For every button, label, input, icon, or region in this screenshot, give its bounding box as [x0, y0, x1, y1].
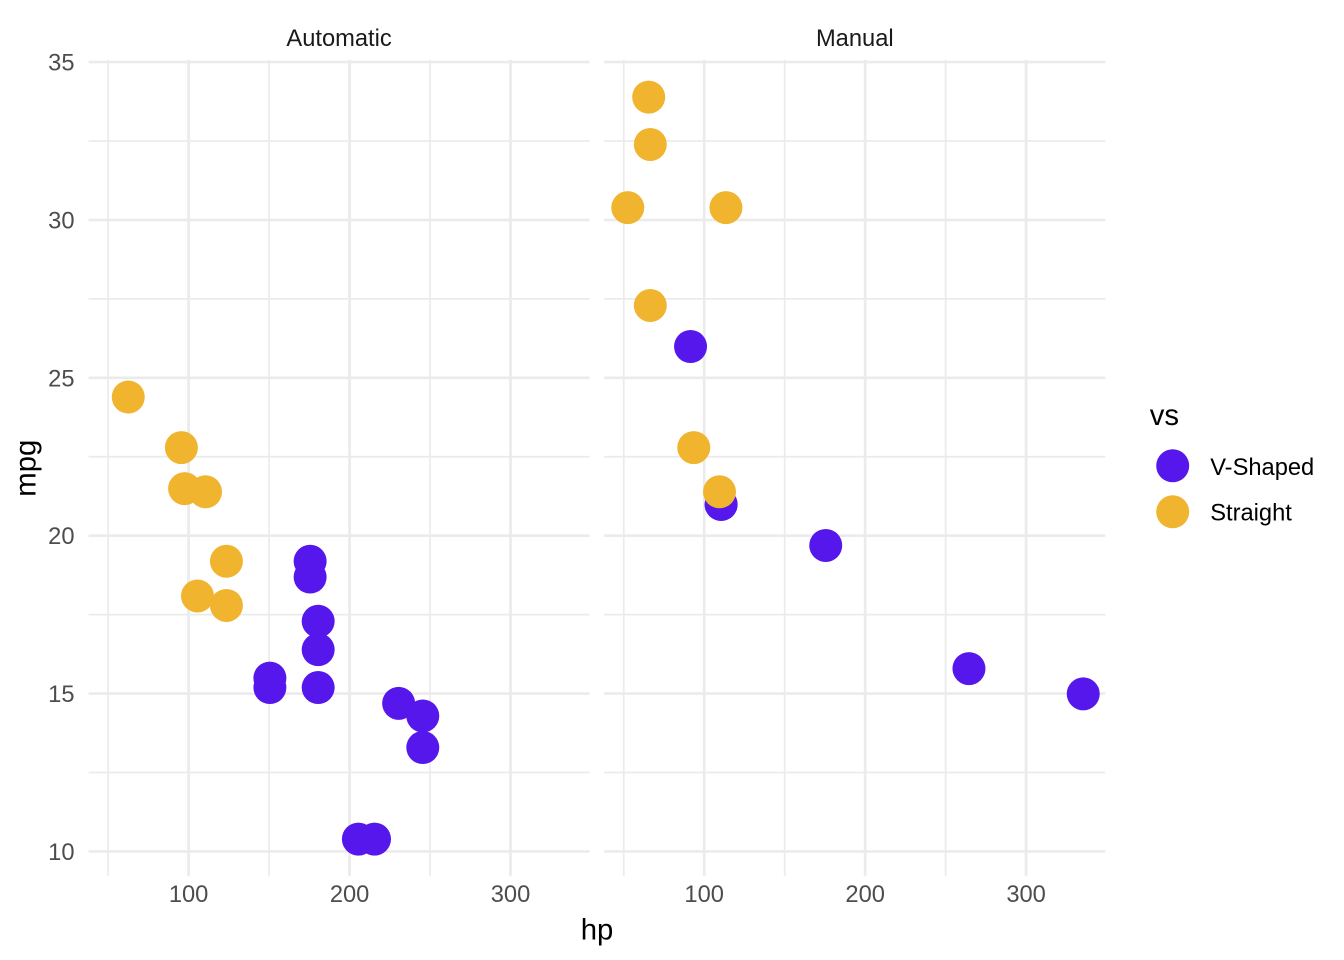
svg-text:V-Shaped: V-Shaped	[1210, 455, 1314, 481]
svg-text:100: 100	[169, 882, 209, 908]
svg-text:25: 25	[48, 366, 74, 392]
svg-text:20: 20	[48, 524, 74, 550]
svg-text:300: 300	[491, 882, 531, 908]
svg-text:35: 35	[48, 51, 74, 77]
svg-text:vs: vs	[1150, 399, 1179, 432]
svg-text:10: 10	[48, 840, 74, 866]
svg-text:15: 15	[48, 682, 74, 708]
svg-text:Automatic: Automatic	[286, 26, 391, 52]
svg-text:Manual: Manual	[816, 26, 894, 52]
svg-text:hp: hp	[581, 914, 614, 947]
svg-text:Straight: Straight	[1210, 500, 1292, 526]
svg-text:300: 300	[1006, 882, 1046, 908]
svg-text:100: 100	[684, 882, 724, 908]
svg-text:30: 30	[48, 208, 74, 234]
svg-text:mpg: mpg	[10, 440, 43, 497]
svg-text:200: 200	[330, 882, 370, 908]
svg-text:200: 200	[845, 882, 885, 908]
